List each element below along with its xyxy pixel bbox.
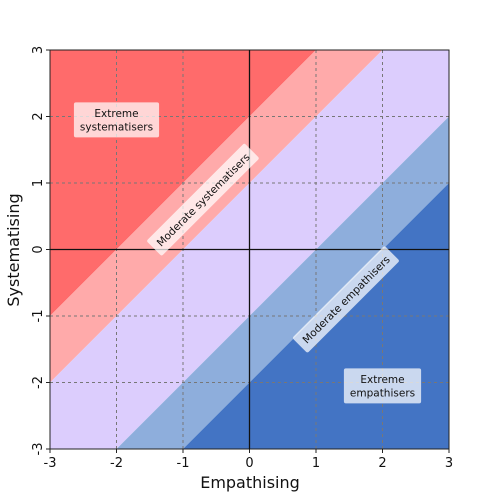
y-tick-label: 2 [31,112,46,120]
y-axis-title: Systematising [4,193,23,306]
x-tick-label: -1 [177,456,190,471]
region-label-text: Extreme [94,108,138,120]
x-tick-label: 0 [245,456,253,471]
region-label-extreme-systematisers: Extreme systematisers [73,102,160,138]
region-label-box [73,102,160,138]
x-axis-title: Empathising [200,473,300,492]
y-tick-label: -3 [31,443,46,456]
x-tick-label: 1 [312,456,320,471]
region-label-text: Extreme [360,374,404,386]
x-tick-label: 2 [378,456,386,471]
y-tick-label: 1 [31,179,46,187]
x-tick-label: -3 [44,456,57,471]
region-label-extreme-empathisers: Extreme empathisers [343,368,422,404]
region-label-box [147,143,259,256]
region-label-box [343,368,422,404]
y-tick-label: -1 [31,310,46,323]
x-tick-label: -2 [110,456,123,471]
region-moderate-empathisers [116,116,449,449]
y-tick-label: 3 [31,46,46,54]
chart-ticks: -3 -2 -1 0 1 2 3 -3 -2 -1 0 1 2 3 [31,46,453,471]
region-label-box [293,246,399,353]
y-tick-label: -2 [31,376,46,389]
y-tick-label: 0 [31,245,46,253]
region-label-text: systematisers [80,122,153,134]
region-label-text: empathisers [350,388,415,400]
x-tick-label: 3 [445,456,453,471]
